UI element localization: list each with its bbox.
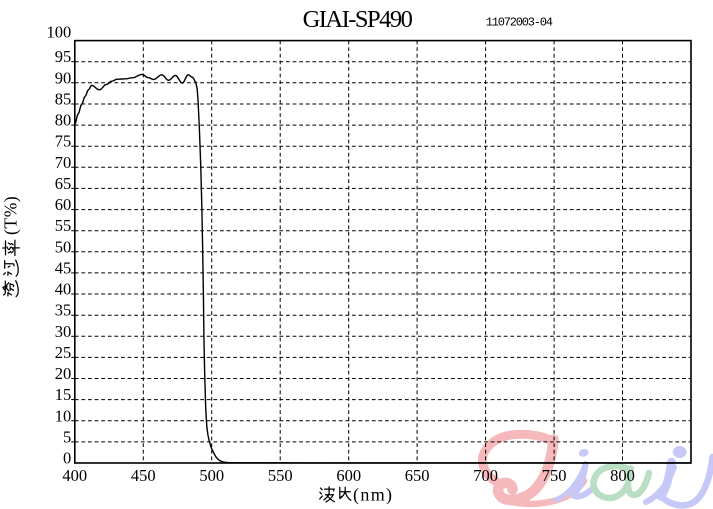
svg-text:GIAI-SP490: GIAI-SP490 xyxy=(303,6,413,33)
svg-text:800: 800 xyxy=(610,466,635,485)
svg-text:5: 5 xyxy=(63,427,71,446)
svg-text:40: 40 xyxy=(55,280,72,299)
svg-text:90: 90 xyxy=(55,68,72,87)
svg-text:25: 25 xyxy=(55,343,72,362)
svg-text:11072003-04: 11072003-04 xyxy=(486,15,553,29)
svg-text:20: 20 xyxy=(55,364,72,383)
svg-text:600: 600 xyxy=(336,466,361,485)
svg-text:10: 10 xyxy=(55,406,72,425)
svg-text:15: 15 xyxy=(55,385,72,404)
svg-text:85: 85 xyxy=(55,90,72,109)
svg-text:80: 80 xyxy=(55,111,72,130)
svg-text:65: 65 xyxy=(55,174,72,193)
svg-text:(T%): (T%) xyxy=(1,196,21,235)
svg-text:650: 650 xyxy=(405,466,430,485)
svg-text:400: 400 xyxy=(62,466,87,485)
svg-text:700: 700 xyxy=(473,466,498,485)
svg-text:75: 75 xyxy=(55,132,72,151)
svg-text:45: 45 xyxy=(55,258,72,277)
svg-text:100: 100 xyxy=(47,22,72,41)
svg-text:70: 70 xyxy=(55,153,72,172)
svg-text:30: 30 xyxy=(55,322,72,341)
svg-text:95: 95 xyxy=(55,47,72,66)
svg-text:(nm): (nm) xyxy=(353,485,393,506)
svg-text:60: 60 xyxy=(55,195,72,214)
svg-text:50: 50 xyxy=(55,237,72,256)
svg-text:550: 550 xyxy=(268,466,293,485)
svg-text:55: 55 xyxy=(55,216,72,235)
svg-text:0: 0 xyxy=(63,449,71,468)
svg-text:35: 35 xyxy=(55,301,72,320)
svg-text:450: 450 xyxy=(131,466,156,485)
svg-text:500: 500 xyxy=(199,466,224,485)
svg-text:750: 750 xyxy=(542,466,567,485)
